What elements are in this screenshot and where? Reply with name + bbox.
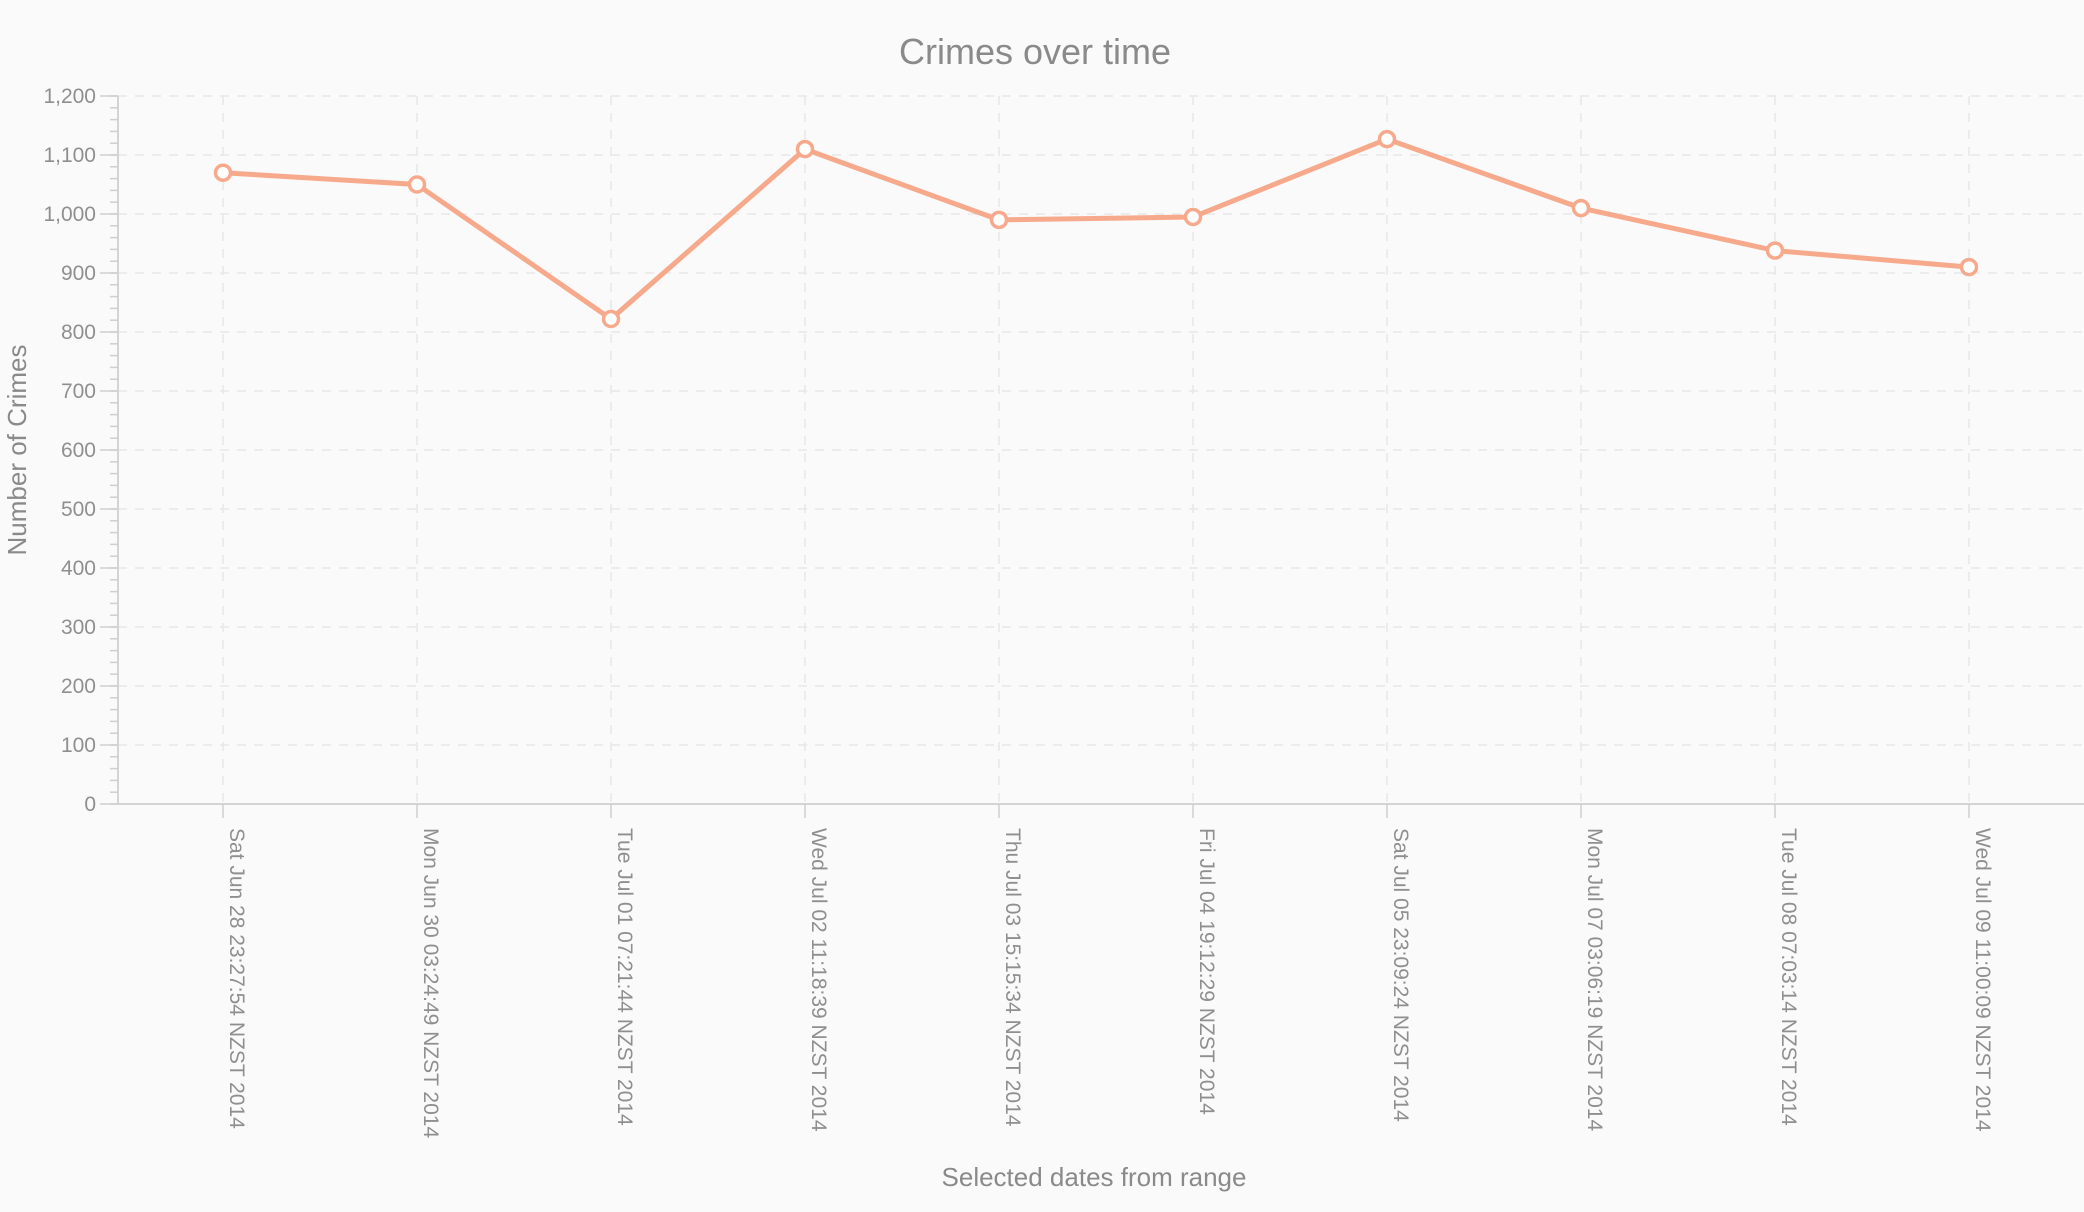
y-tick-label: 500	[61, 498, 96, 521]
y-axis-ticks: 0 100 200 300 400 500 600 700 800 900 1,000 1,100 1,…	[43, 85, 118, 816]
y-tick-label: 600	[61, 439, 96, 462]
y-tick-label: 700	[61, 380, 96, 403]
y-tick-label: 400	[61, 557, 96, 580]
x-tick-label: Thu Jul 03 15:15:34 NZST 2014	[1001, 828, 1024, 1127]
y-axis-label: Number of Crimes	[2, 345, 32, 556]
grid	[118, 95, 2084, 804]
data-point[interactable]	[1959, 257, 1979, 277]
x-tick-label: Mon Jul 07 03:06:19 NZST 2014	[1583, 828, 1606, 1131]
y-tick-label: 1,200	[43, 85, 96, 108]
y-tick-label: 900	[61, 262, 96, 285]
series-line	[220, 136, 1972, 322]
x-tick-label: Sat Jul 05 23:09:24 NZST 2014	[1389, 828, 1412, 1122]
x-tick-label: Mon Jun 30 03:24:49 NZST 2014	[419, 828, 442, 1138]
x-axis-ticks: Sat Jun 28 23:27:54 NZST 2014 Mon Jun 30 …	[222, 804, 1994, 1138]
data-point[interactable]	[1571, 198, 1591, 218]
y-tick-label: 1,100	[43, 144, 96, 167]
x-tick-label: Tue Jul 01 07:21:44 NZST 2014	[613, 828, 636, 1126]
y-tick-label: 100	[61, 734, 96, 757]
y-tick-label: 300	[61, 616, 96, 639]
x-axis-label: Selected dates from range	[942, 1162, 1247, 1192]
x-tick-label: Wed Jul 09 11:00:09 NZST 2014	[1971, 828, 1994, 1132]
y-tick-label: 0	[84, 793, 96, 816]
y-tick-label: 1,000	[43, 203, 96, 226]
data-point[interactable]	[213, 163, 233, 182]
x-tick-label: Tue Jul 08 07:03:14 NZST 2014	[1777, 828, 1800, 1126]
data-point[interactable]	[1765, 241, 1785, 260]
data-point[interactable]	[989, 210, 1009, 230]
y-tick-label: 200	[61, 675, 96, 698]
chart-title: Crimes over time	[899, 31, 1171, 72]
data-point[interactable]	[601, 309, 621, 329]
data-point[interactable]	[1377, 129, 1397, 149]
data-point[interactable]	[795, 139, 815, 159]
x-tick-label: Sat Jun 28 23:27:54 NZST 2014	[225, 828, 248, 1129]
data-point[interactable]	[1183, 207, 1203, 227]
data-point[interactable]	[407, 175, 427, 194]
x-tick-label: Fri Jul 04 19:12:29 NZST 2014	[1195, 828, 1218, 1115]
series	[213, 129, 1979, 329]
y-tick-label: 800	[61, 321, 96, 344]
x-tick-label: Wed Jul 02 11:18:39 NZST 2014	[807, 828, 830, 1132]
